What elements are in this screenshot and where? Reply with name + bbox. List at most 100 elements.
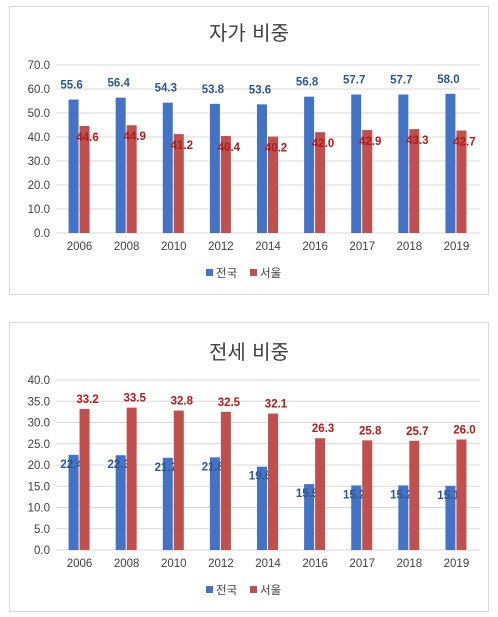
bar-seoul <box>362 440 373 550</box>
data-label: 40.4 <box>218 142 241 154</box>
bar-seoul <box>173 410 184 550</box>
data-label: 57.7 <box>343 75 365 87</box>
bar-nationwide <box>257 466 267 550</box>
data-label: 19.6 <box>249 471 271 483</box>
data-label: 25.7 <box>406 426 428 438</box>
bar-nationwide <box>209 457 220 550</box>
chart-panel-homeownership: 자가 비중 0.0 10.0 20.0 30.0 40.0 50.0 60.0 70.0 55.… <box>9 6 489 295</box>
bar-seoul <box>79 408 90 550</box>
y-tick-label: 25.0 <box>28 439 50 451</box>
bar-seoul <box>362 130 373 233</box>
data-label: 41.2 <box>171 140 193 152</box>
y-tick-label: 15.0 <box>28 481 50 493</box>
legend-swatch <box>206 269 213 276</box>
x-tick-label: 2017 <box>349 558 375 570</box>
bar-seoul <box>126 407 137 550</box>
x-tick-label: 2016 <box>302 241 328 253</box>
y-tick-label: 30.0 <box>28 156 50 168</box>
data-label: 33.5 <box>123 393 146 405</box>
data-label: 55.6 <box>60 80 82 92</box>
y-tick-label: 0.0 <box>34 228 50 240</box>
bar-nationwide <box>304 484 315 550</box>
data-label: 21.8 <box>202 461 225 473</box>
x-tick-label: 2006 <box>67 558 93 570</box>
bar-seoul <box>409 129 420 233</box>
legend-swatch <box>206 586 213 593</box>
x-tick-label: 2018 <box>397 558 423 570</box>
data-label: 22.3 <box>107 459 129 471</box>
bar-nationwide <box>68 454 79 550</box>
x-tick-label: 2006 <box>67 241 93 253</box>
data-label: 25.8 <box>359 425 382 437</box>
bar-seoul <box>220 411 231 550</box>
chart-title: 자가 비중 <box>209 21 289 45</box>
data-label: 22.4 <box>60 459 83 471</box>
y-tick-label: 60.0 <box>28 84 50 96</box>
bar-seoul <box>315 438 326 550</box>
bar-nationwide <box>398 485 409 550</box>
bar-seoul <box>456 439 467 550</box>
bar-seoul <box>173 134 184 233</box>
bar-nationwide <box>398 94 409 234</box>
data-label: 32.1 <box>265 399 288 411</box>
data-label: 43.3 <box>406 135 428 147</box>
bar-nationwide <box>351 485 362 550</box>
data-label: 42.7 <box>453 137 475 149</box>
data-label: 53.6 <box>249 84 271 96</box>
data-label: 42.9 <box>359 136 381 148</box>
x-tick-label: 2010 <box>161 241 187 253</box>
data-label: 32.8 <box>171 396 194 408</box>
x-tick-label: 2017 <box>349 241 375 253</box>
y-tick-label: 40.0 <box>28 132 50 144</box>
data-label: 40.2 <box>265 143 287 155</box>
x-tick-label: 2008 <box>114 558 140 570</box>
y-tick-label: 70.0 <box>28 60 50 72</box>
data-label: 15.5 <box>296 488 319 500</box>
bar-nationwide <box>115 455 126 550</box>
bar-nationwide <box>209 103 220 233</box>
bar-nationwide <box>162 457 173 550</box>
legend-swatch <box>250 586 257 593</box>
legend-swatch <box>250 269 257 276</box>
data-label: 56.4 <box>107 78 130 90</box>
x-tick-label: 2010 <box>161 558 187 570</box>
homeownership-chart-svg: 자가 비중 0.0 10.0 20.0 30.0 40.0 50.0 60.0 70.0 55.… <box>28 21 480 280</box>
bar-seoul <box>268 413 278 550</box>
bar-nationwide <box>115 97 126 233</box>
bar-seoul <box>315 132 326 233</box>
x-tick-label: 2016 <box>302 558 328 570</box>
data-label: 58.0 <box>437 74 459 86</box>
data-label: 26.3 <box>312 423 334 435</box>
y-tick-label: 50.0 <box>28 108 50 120</box>
data-label: 42.0 <box>312 138 334 150</box>
data-label: 54.3 <box>155 83 177 95</box>
chart-panel-jeonse: 전세 비중 0.0 5.0 10.0 15.0 20.0 25.0 30.0 35.0 40.0… <box>9 322 489 612</box>
data-label: 32.5 <box>218 397 241 409</box>
y-tick-label: 30.0 <box>28 418 50 430</box>
y-tick-label: 35.0 <box>28 396 50 408</box>
legend-label: 전국 <box>216 583 237 597</box>
x-tick-label: 2014 <box>255 558 281 570</box>
bar-seoul <box>126 125 137 233</box>
x-tick-label: 2012 <box>208 558 234 570</box>
bar-nationwide <box>351 94 362 234</box>
data-label: 33.2 <box>76 394 98 406</box>
data-label: 15.2 <box>343 489 365 501</box>
bar-nationwide <box>445 485 456 550</box>
data-label: 53.8 <box>202 84 225 96</box>
chart-title: 전세 비중 <box>209 340 289 364</box>
jeonse-chart-svg: 전세 비중 0.0 5.0 10.0 15.0 20.0 25.0 30.0 35.0 40.0… <box>28 340 480 597</box>
y-tick-label: 10.0 <box>28 503 50 515</box>
y-tick-label: 0.0 <box>34 545 50 557</box>
data-label: 57.7 <box>390 75 412 87</box>
x-tick-label: 2018 <box>397 241 423 253</box>
x-tick-label: 2012 <box>208 241 234 253</box>
bar-nationwide <box>162 102 173 234</box>
data-label: 26.0 <box>453 425 475 437</box>
y-tick-label: 10.0 <box>28 204 50 216</box>
bar-nationwide <box>304 96 315 234</box>
x-tick-label: 2019 <box>444 241 470 253</box>
data-label: 15.2 <box>390 489 412 501</box>
x-tick-label: 2014 <box>255 241 281 253</box>
data-label: 44.9 <box>123 131 145 143</box>
